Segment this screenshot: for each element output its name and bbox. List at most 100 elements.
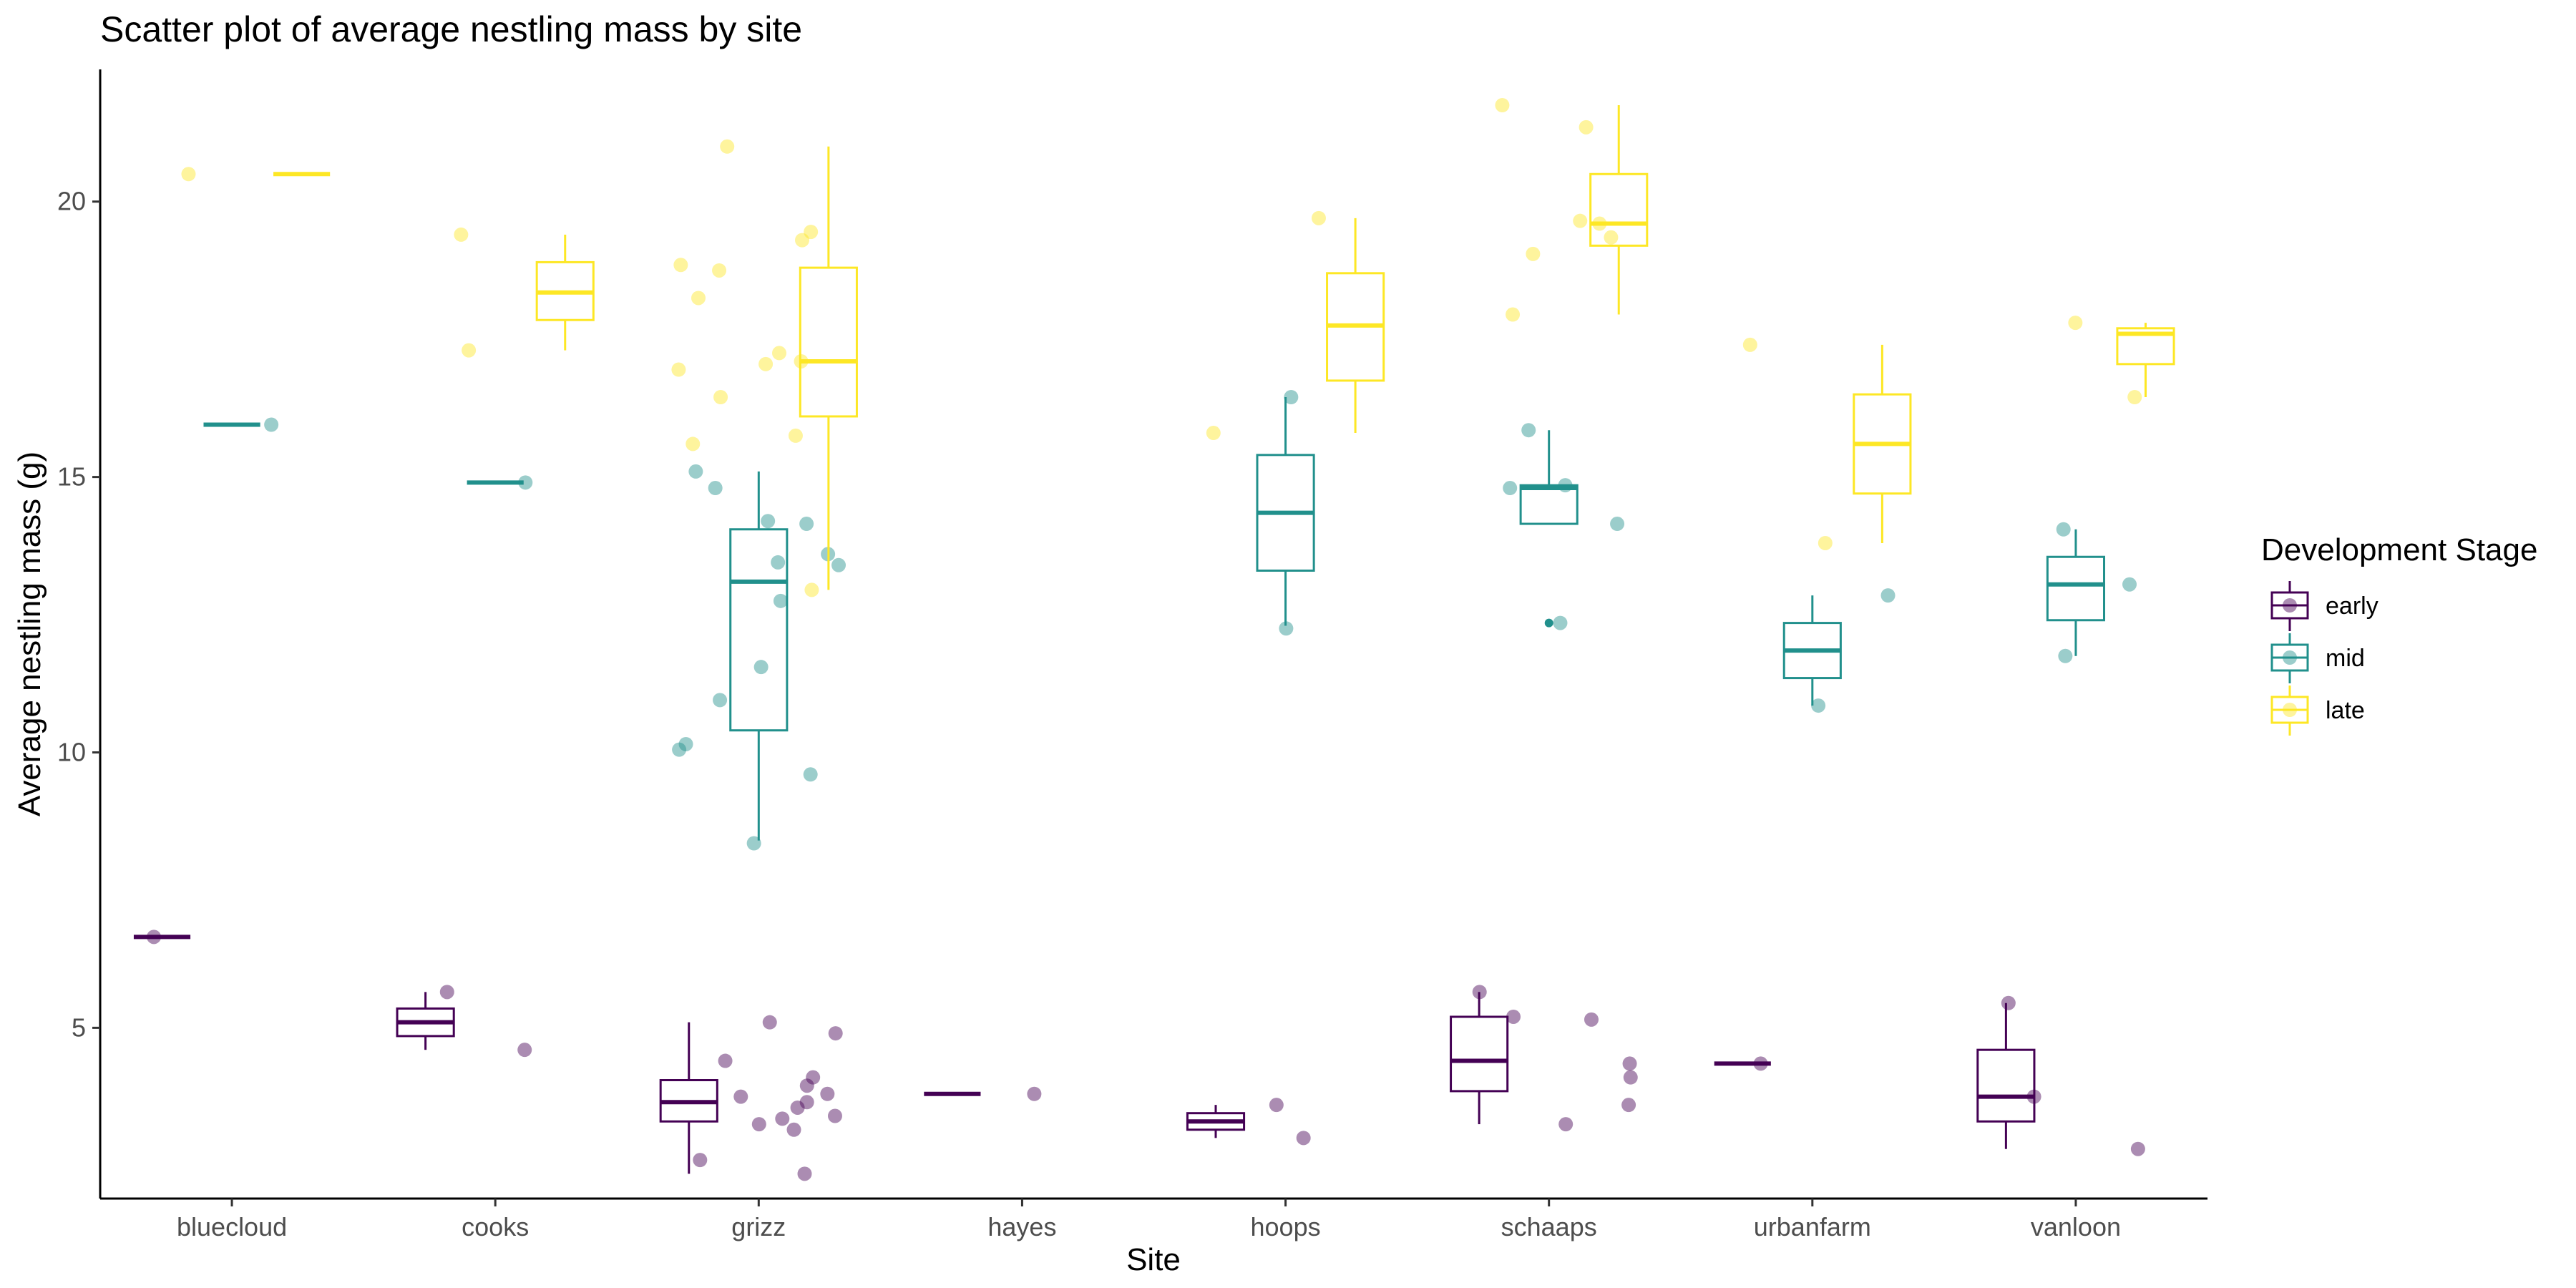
boxplot-early-cooks — [396, 992, 455, 1050]
data-point-early — [828, 1026, 843, 1041]
data-point-early — [775, 1111, 790, 1126]
legend-key-point — [2283, 598, 2297, 613]
series-points-late — [181, 98, 2142, 597]
data-point-late — [712, 263, 727, 278]
data-point-early — [517, 1043, 532, 1058]
data-point-early — [439, 985, 454, 1000]
box-iqr — [2046, 555, 2106, 622]
legend-item-late: late — [2270, 686, 2365, 736]
data-point-late — [673, 258, 688, 273]
data-point-late — [720, 139, 735, 154]
y-axis-ticks: 5 10 15 20 — [57, 187, 100, 1042]
plot-area — [133, 98, 2175, 1181]
data-point-late — [1573, 213, 1588, 228]
legend-title: Development Stage — [2261, 532, 2537, 567]
data-point-mid — [1284, 390, 1299, 405]
series-boxes-late — [273, 105, 2175, 590]
x-tick-label-urbanfarm: urbanfarm — [1754, 1212, 1871, 1241]
data-point-early — [1027, 1086, 1042, 1101]
data-point-mid — [753, 660, 769, 675]
data-point-late — [1526, 246, 1541, 261]
data-point-early — [1269, 1098, 1284, 1113]
legend-key-point — [2283, 650, 2297, 665]
data-point-early — [797, 1166, 812, 1181]
box-iqr — [1450, 1015, 1509, 1093]
data-point-early — [2130, 1141, 2145, 1156]
data-point-mid — [264, 417, 279, 432]
data-point-mid — [773, 593, 788, 608]
data-point-early — [1558, 1117, 1574, 1132]
data-point-mid — [688, 464, 703, 479]
data-point-mid — [2058, 648, 2073, 663]
outlier-point — [1544, 618, 1553, 628]
x-tick-label-hoops: hoops — [1251, 1212, 1321, 1241]
boxplot-late-urbanfarm — [1853, 344, 1912, 543]
data-point-early — [718, 1053, 733, 1068]
data-point-mid — [831, 557, 847, 572]
legend-item-mid: mid — [2270, 633, 2365, 683]
data-point-early — [1621, 1098, 1636, 1113]
x-tick-label-vanloon: vanloon — [2031, 1212, 2121, 1241]
boxplot-early-schaaps — [1450, 992, 1509, 1125]
data-point-mid — [2056, 522, 2071, 537]
data-point-early — [827, 1108, 842, 1123]
y-tick-label: 10 — [57, 737, 86, 766]
x-tick-label-grizz: grizz — [731, 1212, 786, 1241]
box-iqr — [799, 266, 858, 418]
data-point-late — [1579, 119, 1594, 135]
boxplot-early-vanloon — [1976, 1002, 2036, 1149]
data-point-mid — [678, 736, 693, 751]
y-tick-label: 15 — [57, 462, 86, 492]
data-point-early — [751, 1117, 766, 1132]
boxplot-late-hoops — [1326, 218, 1385, 434]
data-point-late — [1311, 210, 1326, 225]
data-point-late — [788, 428, 803, 443]
data-point-early — [1622, 1056, 1637, 1071]
data-point-late — [804, 582, 819, 597]
data-point-late — [1206, 426, 1221, 441]
series-boxes-early — [133, 935, 2036, 1174]
data-point-mid — [803, 767, 818, 782]
series-points-mid — [264, 390, 2137, 851]
data-point-early — [790, 1100, 805, 1115]
boxplot-mid-urbanfarm — [1782, 595, 1842, 706]
boxplot-late-cooks — [535, 234, 595, 351]
data-point-early — [1584, 1012, 1599, 1027]
x-tick-label-schaaps: schaaps — [1501, 1212, 1597, 1241]
boxplot-mid-hoops — [1256, 397, 1315, 626]
data-point-early — [820, 1086, 835, 1101]
legend-item-early: early — [2270, 581, 2379, 631]
y-axis-title: Average nestling mass (g) — [12, 452, 47, 816]
legend-label: mid — [2326, 645, 2365, 672]
box-iqr — [729, 528, 789, 732]
data-point-mid — [1811, 698, 1826, 713]
data-point-late — [1506, 307, 1521, 322]
x-axis-ticks: bluecloud cooks grizz hayes hoops schaaps urba… — [177, 1199, 2121, 1241]
data-point-early — [693, 1153, 708, 1168]
data-point-early — [806, 1070, 821, 1085]
data-point-late — [2068, 316, 2083, 331]
data-point-mid — [708, 481, 723, 496]
y-tick-label: 5 — [72, 1013, 86, 1042]
data-point-mid — [1553, 615, 1568, 630]
data-point-late — [454, 227, 469, 242]
box-iqr — [1519, 484, 1579, 525]
data-point-mid — [2122, 577, 2137, 592]
data-point-mid — [518, 475, 533, 490]
data-point-early — [786, 1122, 801, 1137]
boxplot-late-vanloon — [2116, 323, 2175, 398]
data-point-mid — [746, 836, 761, 851]
data-point-early — [799, 1095, 814, 1110]
boxplot-early-hoops — [1186, 1105, 1246, 1138]
series-boxes-mid — [203, 397, 2106, 841]
data-point-late — [1604, 230, 1619, 245]
data-point-late — [462, 343, 477, 358]
data-point-mid — [1503, 481, 1518, 496]
data-point-mid — [799, 517, 814, 532]
chart-title: Scatter plot of average nestling mass by… — [100, 9, 802, 49]
x-axis-title: Site — [1126, 1242, 1181, 1277]
data-point-late — [686, 436, 701, 452]
data-point-early — [762, 1015, 777, 1030]
data-point-early — [1506, 1009, 1521, 1024]
